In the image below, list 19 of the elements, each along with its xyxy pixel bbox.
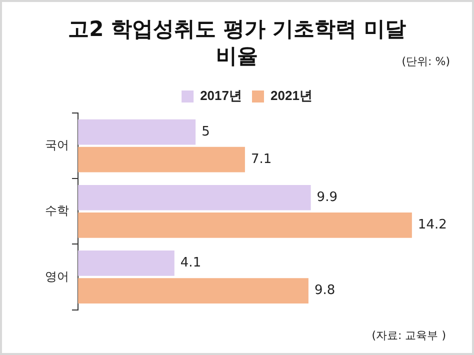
y-tick-label: 영어	[45, 269, 69, 284]
bar	[78, 212, 412, 238]
data-label: 9.9	[316, 190, 338, 205]
data-label: 9.8	[314, 283, 336, 298]
bar	[78, 184, 311, 210]
data-label: 4.1	[180, 256, 202, 271]
y-tick-label: 국어	[45, 138, 69, 152]
data-label: 5	[202, 124, 210, 140]
text: (자료: 교육부 )	[372, 328, 446, 343]
chart-subtitle: (단위: %)	[402, 54, 450, 69]
y-tick-label: 수학	[45, 204, 69, 218]
bar	[78, 119, 196, 145]
bar	[78, 250, 174, 276]
legend-label: 2017년	[200, 88, 242, 104]
bar	[78, 278, 308, 304]
legend-label: 2021년	[270, 88, 312, 104]
data-label: 7.1	[250, 152, 272, 167]
bar	[78, 146, 245, 172]
data-label: 14.2	[418, 218, 447, 233]
